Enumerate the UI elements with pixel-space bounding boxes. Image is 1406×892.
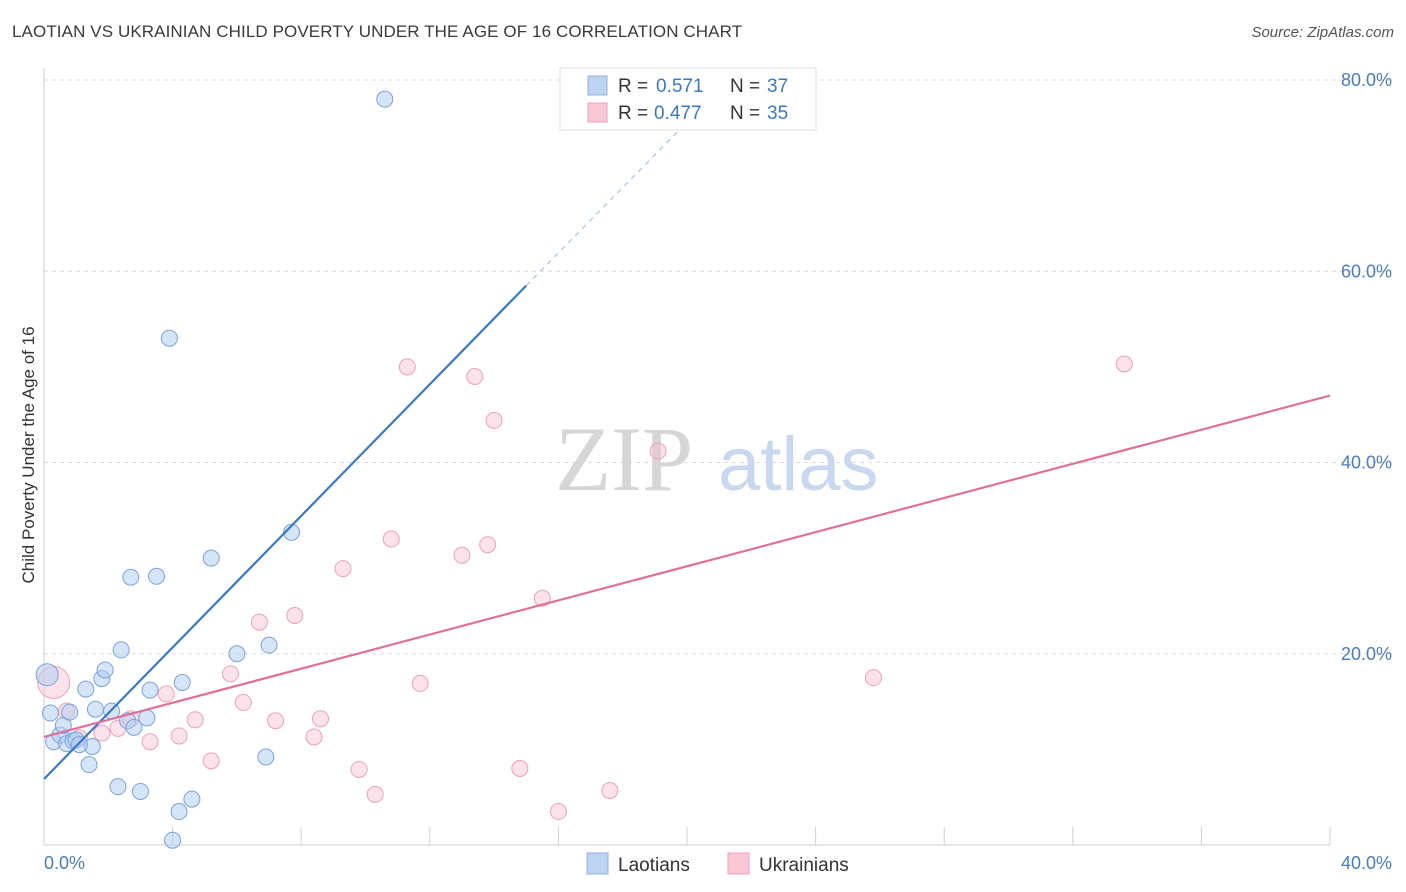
laotians-point-26	[170, 803, 188, 821]
laotians-point-25	[160, 329, 178, 347]
y-tick-labels: 20.0% 40.0% 60.0% 80.0%	[1341, 70, 1392, 664]
laotians-point-31	[257, 748, 275, 766]
laotians-point-29	[202, 549, 220, 567]
laotians-point-9	[77, 680, 95, 698]
grid-lines	[44, 79, 1392, 655]
ukrainians-point-27	[485, 411, 503, 429]
source-label: Source: ZipAtlas.com	[1251, 24, 1394, 41]
series-legend-swatch-laotians	[586, 852, 609, 875]
ukrainians-point-32	[649, 442, 667, 460]
watermark-atlas: atlas	[718, 422, 879, 507]
ukrainians-point-14	[266, 712, 284, 730]
ukrainians-point-12	[234, 694, 252, 712]
ukrainians-point-29	[533, 589, 551, 607]
laotians-point-0	[35, 663, 59, 687]
legend-n-label-0: N =	[730, 76, 760, 97]
chart-title: LAOTIAN VS UKRAINIAN CHILD POVERTY UNDER…	[12, 22, 743, 41]
y-tick-label-0: 20.0%	[1341, 644, 1392, 664]
ukrainians-point-22	[398, 358, 416, 376]
laotians-point-19	[122, 568, 140, 586]
x-tick-min: 0.0%	[44, 853, 85, 873]
ukrainians-point-10	[202, 752, 220, 770]
laotians-point-36	[70, 736, 88, 754]
ukrainians-point-26	[479, 536, 497, 554]
series-legend: Laotians Ukrainians	[586, 852, 849, 876]
y-tick-label-1: 40.0%	[1341, 453, 1392, 473]
watermark: ZIP atlas	[555, 408, 879, 510]
ukrainians-point-21	[382, 530, 400, 548]
laotians-point-32	[260, 636, 278, 654]
laotians-points	[35, 90, 394, 849]
ukrainians-point-16	[305, 728, 323, 746]
ukrainians-point-15	[286, 607, 304, 624]
ukrainians-point-8	[170, 727, 188, 745]
laotians-point-24	[148, 567, 166, 585]
ukrainians-point-33	[864, 669, 882, 687]
legend-n-label-1: N =	[730, 103, 760, 124]
laotians-point-6	[61, 703, 79, 721]
ukrainians-point-20	[366, 785, 384, 803]
ukrainians-point-7	[157, 685, 175, 703]
laotians-point-1	[41, 704, 59, 722]
watermark-zip: ZIP	[555, 408, 693, 510]
series-legend-swatch-ukrainians	[727, 852, 750, 875]
laotians-point-16	[109, 778, 127, 796]
ukrainians-point-31	[601, 781, 619, 799]
laotians-point-10	[80, 756, 98, 774]
trend-lines	[43, 89, 1331, 780]
laotians-point-20	[125, 718, 143, 736]
ukrainians-point-11	[221, 665, 239, 683]
ukrainians-point-19	[350, 760, 368, 778]
ukrainians-point-28	[511, 760, 529, 777]
laotians-point-12	[86, 700, 104, 718]
laotians-point-21	[131, 782, 149, 800]
y-tick-label-2: 60.0%	[1341, 261, 1392, 281]
laotians-point-30	[228, 645, 246, 663]
ukrainians-trend-line	[43, 394, 1331, 739]
y-tick-label-3: 80.0%	[1341, 70, 1392, 90]
ukrainians-point-23	[411, 674, 429, 692]
ukrainians-point-34	[1115, 355, 1133, 373]
stats-legend: R = 0.571 N = 37 R = 0.477 N = 35	[559, 67, 817, 131]
laotians-point-14	[96, 661, 114, 679]
legend-n-value-1: 35	[767, 103, 788, 124]
ukrainians-point-18	[334, 560, 352, 578]
ukrainians-point-3	[93, 724, 111, 742]
ukrainians-point-25	[466, 367, 484, 385]
laotians-point-35	[164, 831, 182, 849]
ukrainians-point-30	[549, 803, 567, 821]
ukrainians-point-9	[186, 711, 204, 729]
laotians-point-34	[376, 90, 394, 108]
ukrainians-point-24	[453, 546, 471, 564]
laotians-point-27	[173, 673, 191, 691]
ukrainians-point-6	[141, 733, 159, 751]
series-legend-label-ukrainians: Ukrainians	[759, 855, 849, 876]
series-legend-label-laotians: Laotians	[618, 855, 690, 876]
laotians-point-23	[141, 681, 159, 699]
legend-r-value-0: 0.571	[656, 76, 704, 97]
legend-swatch-ukrainians	[587, 102, 608, 123]
legend-swatch-laotians	[587, 75, 608, 96]
ukrainians-point-13	[250, 613, 268, 631]
legend-r-label-1: R =	[618, 103, 648, 124]
ukrainians-point-17	[311, 710, 329, 728]
laotians-point-17	[112, 641, 130, 659]
laotians-trend-line	[43, 284, 528, 780]
x-tick-max: 40.0%	[1341, 853, 1392, 873]
y-axis-label: Child Poverty Under the Age of 16	[19, 326, 38, 583]
legend-r-label-0: R =	[618, 76, 648, 97]
legend-r-value-1: 0.477	[654, 103, 702, 124]
laotians-point-28	[183, 790, 201, 808]
legend-n-value-0: 37	[767, 76, 788, 97]
